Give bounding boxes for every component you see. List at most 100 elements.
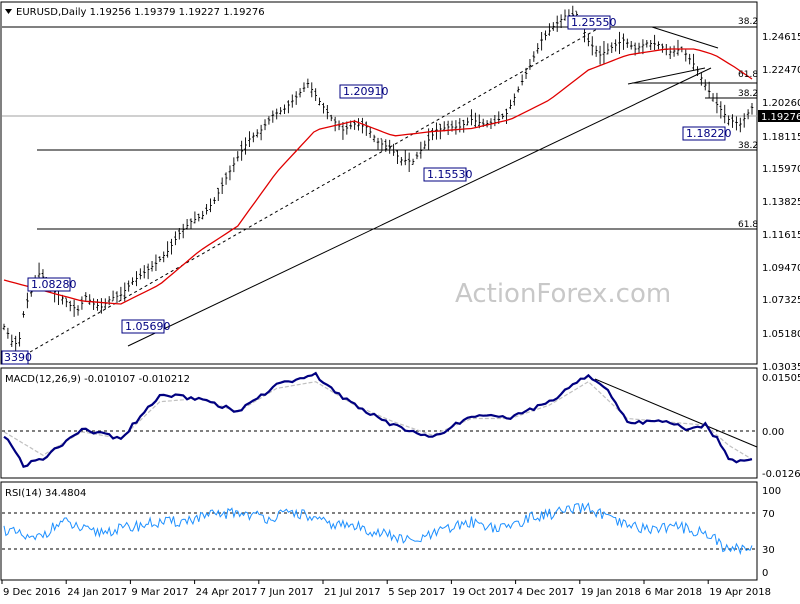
- y-tick: 1.03035: [762, 362, 800, 373]
- price-bar: [65, 297, 68, 308]
- price-bar: [310, 82, 314, 98]
- downtrend-line-top: [651, 26, 719, 49]
- svg-text:1.25550: 1.25550: [571, 16, 617, 29]
- price-bar: [345, 121, 349, 135]
- price-bar: [252, 132, 255, 143]
- price-bar: [224, 172, 228, 185]
- svg-text:1.18220: 1.18220: [686, 127, 732, 140]
- svg-text:1.08280: 1.08280: [31, 278, 77, 291]
- macd-y-tick: 0.015057: [762, 373, 800, 384]
- y-tick: 1.13825: [762, 197, 800, 208]
- symbol-dropdown-icon[interactable]: [5, 9, 12, 14]
- price-bar: [174, 231, 177, 246]
- price-bar: [516, 86, 520, 93]
- x-tick-label: 21 Jul 2017: [324, 587, 381, 598]
- uptrend-line: [127, 67, 712, 347]
- y-tick: 1.09470: [762, 263, 800, 274]
- label-1-20910: 1.20910: [339, 84, 389, 99]
- price-bar: [372, 134, 376, 143]
- consolidation-line: [627, 67, 706, 85]
- price-bar: [115, 291, 119, 303]
- price-bar: [606, 43, 610, 55]
- price-bar: [329, 114, 333, 122]
- price-bar: [318, 97, 321, 106]
- price-bar: [368, 126, 372, 138]
- price-bar: [637, 42, 641, 54]
- x-tick-label: 9 Mar 2017: [131, 587, 188, 598]
- price-bar: [263, 119, 267, 131]
- price-bar: [306, 78, 310, 89]
- price-bar: [520, 74, 524, 86]
- price-bar: [146, 263, 150, 280]
- price-bar: [649, 39, 653, 51]
- svg-text:3390: 3390: [4, 351, 32, 364]
- price-bar: [26, 292, 29, 309]
- price-bar: [248, 131, 251, 148]
- rsi-panel-frame: [0, 481, 758, 581]
- price-bar: [6, 327, 10, 339]
- price-bar: [290, 94, 294, 108]
- price-bar: [131, 277, 134, 286]
- rsi-y-tick: 100: [762, 486, 781, 497]
- x-tick-label: 7 Jun 2017: [260, 587, 314, 598]
- main-y-axis: 1.24615 1.22470 1.20260 1.18115 1.15970 …: [762, 32, 800, 373]
- price-bar: [590, 36, 594, 56]
- price-bar: [14, 335, 17, 352]
- price-bar: [442, 121, 446, 132]
- price-bar: [61, 294, 64, 305]
- price-bar: [439, 123, 442, 140]
- x-tick-label: 9 Dec 2016: [3, 587, 61, 598]
- price-bar: [127, 280, 130, 292]
- label-3390: 3390: [1, 350, 32, 365]
- ema-line: [3, 48, 753, 305]
- price-bar: [341, 122, 345, 140]
- price-bar: [189, 218, 193, 230]
- price-bar: [622, 33, 625, 50]
- price-bar: [707, 81, 711, 98]
- price-bar: [197, 213, 201, 222]
- price-bar: [236, 151, 240, 162]
- price-bar: [415, 151, 419, 160]
- price-bar: [419, 141, 423, 159]
- price-bar: [201, 210, 204, 220]
- label-1-25550: 1.25550: [567, 15, 617, 30]
- price-bar: [314, 88, 317, 102]
- price-bar: [411, 158, 415, 165]
- price-bar: [684, 49, 688, 62]
- price-bar: [462, 119, 466, 133]
- current-price-tag: 1.19276: [758, 110, 800, 123]
- x-tick-label: 4 Dec 2017: [517, 587, 575, 598]
- price-bar: [563, 9, 567, 21]
- svg-text:1.05690: 1.05690: [125, 320, 171, 333]
- price-bar: [361, 117, 364, 134]
- svg-text:1.15530: 1.15530: [427, 168, 473, 181]
- price-bar: [524, 67, 528, 80]
- price-bar: [376, 137, 380, 150]
- macd-line: [3, 371, 753, 469]
- price-bar: [181, 223, 185, 239]
- price-bar: [123, 282, 127, 302]
- price-bar: [731, 114, 734, 128]
- price-bar: [696, 66, 699, 77]
- y-tick: 1.22470: [762, 65, 800, 76]
- price-bar: [431, 128, 434, 141]
- price-bar: [255, 129, 259, 138]
- price-bar: [244, 137, 247, 155]
- price-bar: [76, 305, 80, 316]
- y-tick: 1.20260: [762, 98, 800, 109]
- price-bar: [326, 105, 329, 120]
- fib-label-38-2-lower: 38.2: [738, 141, 758, 151]
- price-bar: [715, 92, 719, 114]
- price-bar: [142, 265, 146, 279]
- price-bar: [396, 150, 399, 165]
- x-axis: 9 Dec 2016 24 Jan 2017 9 Mar 2017 24 Apr 20…: [1, 580, 771, 598]
- label-1-08280: 1.08280: [27, 277, 77, 292]
- price-bar: [403, 150, 407, 166]
- price-bar: [474, 112, 477, 128]
- price-bar: [271, 110, 275, 123]
- price-bar: [275, 108, 279, 120]
- price-bar: [139, 268, 142, 280]
- price-bar: [18, 331, 21, 347]
- price-bar: [509, 99, 512, 110]
- price-bar: [232, 157, 236, 173]
